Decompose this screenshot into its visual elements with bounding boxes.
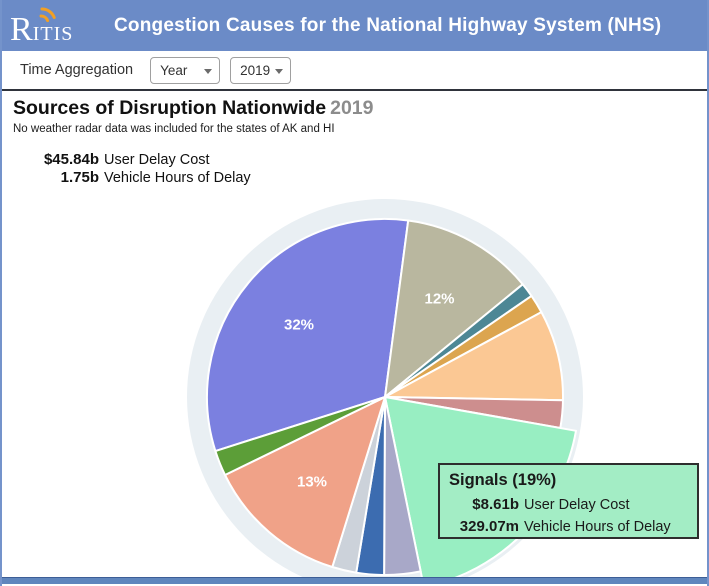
stat-label: Vehicle Hours of Delay [104,170,251,186]
report-title-text: Sources of Disruption Nationwide [13,97,327,119]
disruption-pie-chart[interactable]: 32% 12% 13% [185,197,585,577]
tooltip-label: User Delay Cost [524,497,630,513]
tooltip-label: Vehicle Hours of Delay [524,519,671,535]
stat-vehicle-hours: 1.75b Vehicle Hours of Delay [2,169,251,187]
pie-slice-purple[interactable] [205,217,410,453]
pie-slice-peach[interactable] [384,311,565,402]
pie-slice-green[interactable] [214,396,386,476]
time-aggregation-label: Time Aggregation [20,62,134,78]
stat-user-delay-cost: $45.84b User Delay Cost [2,151,251,169]
slice-percent-label: 12% [424,291,454,308]
slice-percent-label: 13% [297,474,327,491]
tooltip-vehicle-hours: 329.07m Vehicle Hours of Delay [449,516,687,538]
window-bottom-border [2,577,707,584]
tooltip-value: 329.07m [459,518,519,535]
chevron-down-icon [275,68,284,74]
tooltip-title: Signals (19%) [449,471,557,489]
aggregation-select[interactable]: Year [150,56,221,84]
stat-value: $45.84b [43,151,99,168]
stat-value: 1.75b [60,169,99,186]
stat-label: User Delay Cost [104,152,210,168]
summary-stats: $45.84b User Delay Cost 1.75b Vehicle Hour… [2,151,251,187]
chevron-down-icon [204,68,213,74]
slice-percent-label: 32% [284,317,314,334]
year-select-value: 2019 [240,62,271,78]
aggregation-select-value: Year [160,62,188,78]
year-select[interactable]: 2019 [230,56,292,84]
ritis-logo-itis: ITIS [32,22,74,45]
signal-waves-icon [39,7,56,22]
report-note: No weather radar data was included for t… [13,123,335,135]
tooltip-value: $8.61b [472,496,519,513]
ritis-logo[interactable]: R ITIS [10,4,96,48]
report-area: Sources of Disruption Nationwide 2019 No … [2,91,707,577]
pie-slice-tan[interactable] [384,219,524,398]
app-header: R ITIS Congestion Causes for the National… [2,0,707,51]
report-title: Sources of Disruption Nationwide 2019 [13,97,374,120]
report-title-year: 2019 [330,97,374,119]
ritis-logo-r: R [10,10,33,48]
signals-tooltip: Signals (19%) $8.61b User Delay Cost 329.… [438,463,699,539]
time-aggregation-toolbar: Time Aggregation Year 2019 [2,51,707,91]
pie-slice-salmon[interactable] [224,396,386,568]
tooltip-user-delay-cost: $8.61b User Delay Cost [449,494,687,516]
page-title: Congestion Causes for the National Highw… [114,14,662,36]
